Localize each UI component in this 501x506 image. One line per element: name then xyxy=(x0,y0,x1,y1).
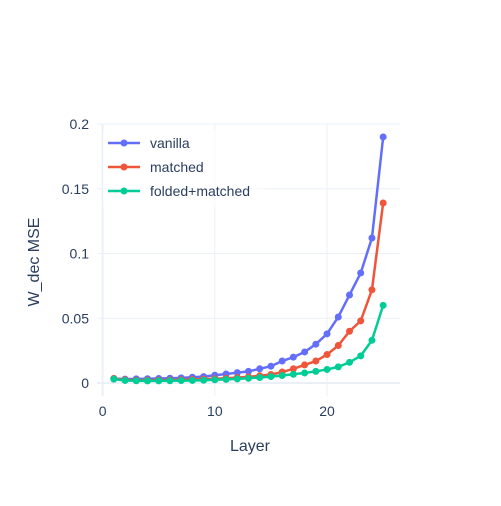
data-point[interactable] xyxy=(200,376,208,384)
data-point[interactable] xyxy=(289,365,297,373)
x-axis-title: Layer xyxy=(230,438,271,455)
data-point[interactable] xyxy=(312,357,320,365)
data-point[interactable] xyxy=(301,348,309,356)
legend-label: folded+matched xyxy=(150,183,250,199)
data-point[interactable] xyxy=(256,373,264,381)
data-point[interactable] xyxy=(267,362,275,370)
x-tick-label: 20 xyxy=(319,403,335,419)
legend-swatch-marker xyxy=(120,187,128,195)
data-point[interactable] xyxy=(222,375,230,383)
data-point[interactable] xyxy=(188,376,196,384)
data-point[interactable] xyxy=(121,376,129,384)
data-point[interactable] xyxy=(211,376,219,384)
data-point[interactable] xyxy=(278,357,286,365)
series-folded-matched xyxy=(110,301,387,385)
data-point[interactable] xyxy=(132,377,140,385)
data-point[interactable] xyxy=(334,341,342,349)
data-point[interactable] xyxy=(289,370,297,378)
y-tick-label: 0 xyxy=(81,375,89,391)
data-point[interactable] xyxy=(245,374,252,382)
data-point[interactable] xyxy=(312,340,320,348)
legend-item[interactable]: folded+matched xyxy=(108,183,250,199)
data-point[interactable] xyxy=(346,358,353,366)
data-point[interactable] xyxy=(256,365,264,373)
legend: vanilla matched folded+matched xyxy=(103,130,263,207)
data-point[interactable] xyxy=(357,269,365,277)
y-tick-label: 0.2 xyxy=(70,116,90,132)
data-point[interactable] xyxy=(177,377,185,385)
data-point[interactable] xyxy=(368,234,376,242)
data-point[interactable] xyxy=(379,301,387,309)
data-point[interactable] xyxy=(334,313,342,321)
data-point[interactable] xyxy=(166,377,174,385)
legend-item[interactable]: matched xyxy=(108,159,204,175)
data-point[interactable] xyxy=(267,373,275,381)
x-tick-label: 0 xyxy=(99,403,107,419)
data-point[interactable] xyxy=(368,286,376,294)
data-point[interactable] xyxy=(379,133,387,141)
legend-label: vanilla xyxy=(150,135,190,151)
data-point[interactable] xyxy=(346,327,353,335)
tick-labels: 0 0.05 0.1 0.15 0.2 0 10 20 xyxy=(62,116,335,419)
data-point[interactable] xyxy=(357,317,365,325)
data-point[interactable] xyxy=(233,375,241,383)
data-point[interactable] xyxy=(323,365,331,373)
data-point[interactable] xyxy=(323,330,331,338)
data-point[interactable] xyxy=(368,336,376,344)
data-point[interactable] xyxy=(144,377,151,385)
data-point[interactable] xyxy=(357,352,365,360)
legend-swatch-marker xyxy=(120,163,128,171)
legend-label: matched xyxy=(150,159,204,175)
data-point[interactable] xyxy=(245,367,252,375)
data-point[interactable] xyxy=(312,367,320,375)
data-point[interactable] xyxy=(278,372,286,380)
data-point[interactable] xyxy=(301,369,309,377)
data-point[interactable] xyxy=(110,375,118,383)
y-tick-label: 0.15 xyxy=(62,181,89,197)
x-tick-label: 10 xyxy=(207,403,223,419)
data-point[interactable] xyxy=(301,361,309,369)
series-group xyxy=(110,133,387,385)
data-point[interactable] xyxy=(155,377,163,385)
data-point[interactable] xyxy=(379,199,387,207)
data-point[interactable] xyxy=(233,369,241,377)
y-axis-title: W_dec MSE xyxy=(26,218,43,307)
legend-item[interactable]: vanilla xyxy=(108,135,190,151)
data-point[interactable] xyxy=(289,353,297,361)
legend-swatch-marker xyxy=(120,139,128,147)
data-point[interactable] xyxy=(323,351,331,359)
y-tick-label: 0.05 xyxy=(62,310,89,326)
data-point[interactable] xyxy=(334,363,342,371)
y-tick-label: 0.1 xyxy=(70,246,90,262)
data-point[interactable] xyxy=(346,291,353,299)
